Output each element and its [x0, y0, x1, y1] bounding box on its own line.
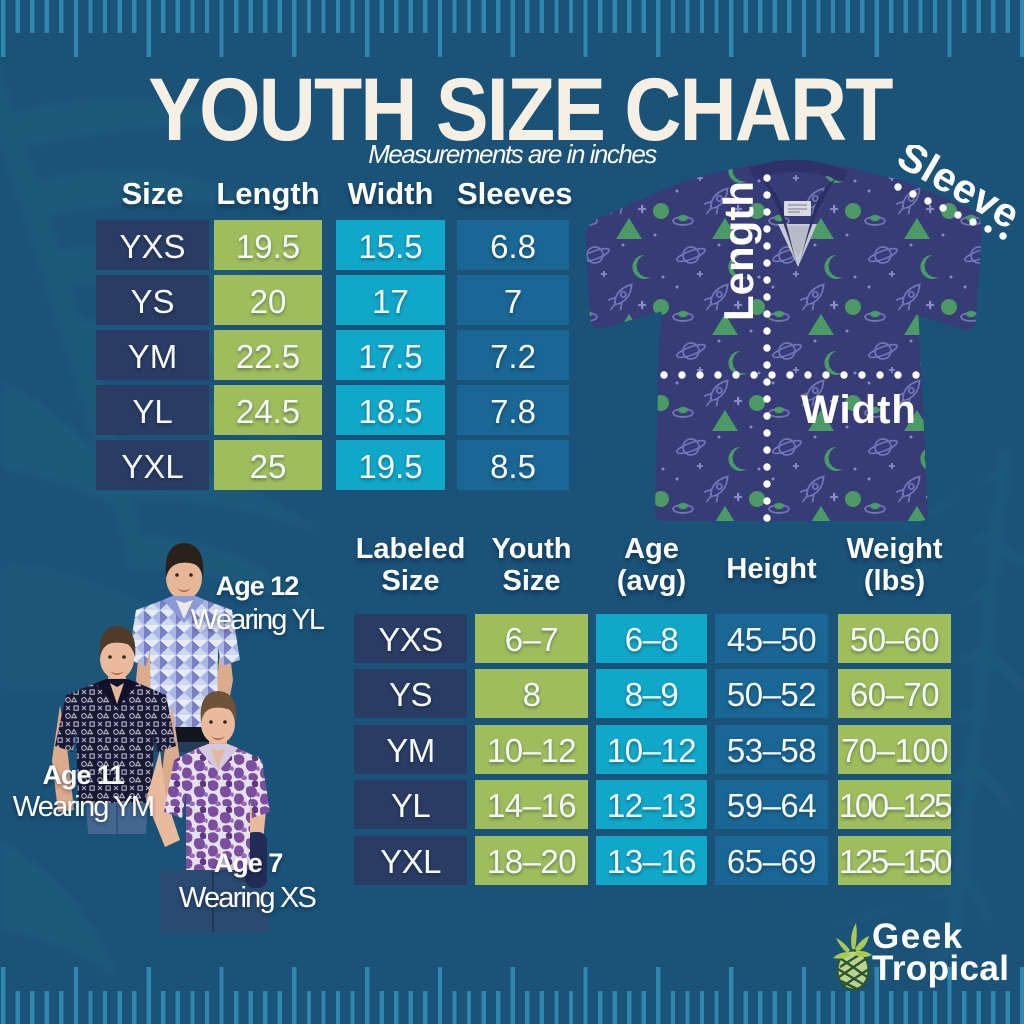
- svg-text:Length: Length: [715, 181, 762, 321]
- svg-text:Width: Width: [801, 388, 917, 432]
